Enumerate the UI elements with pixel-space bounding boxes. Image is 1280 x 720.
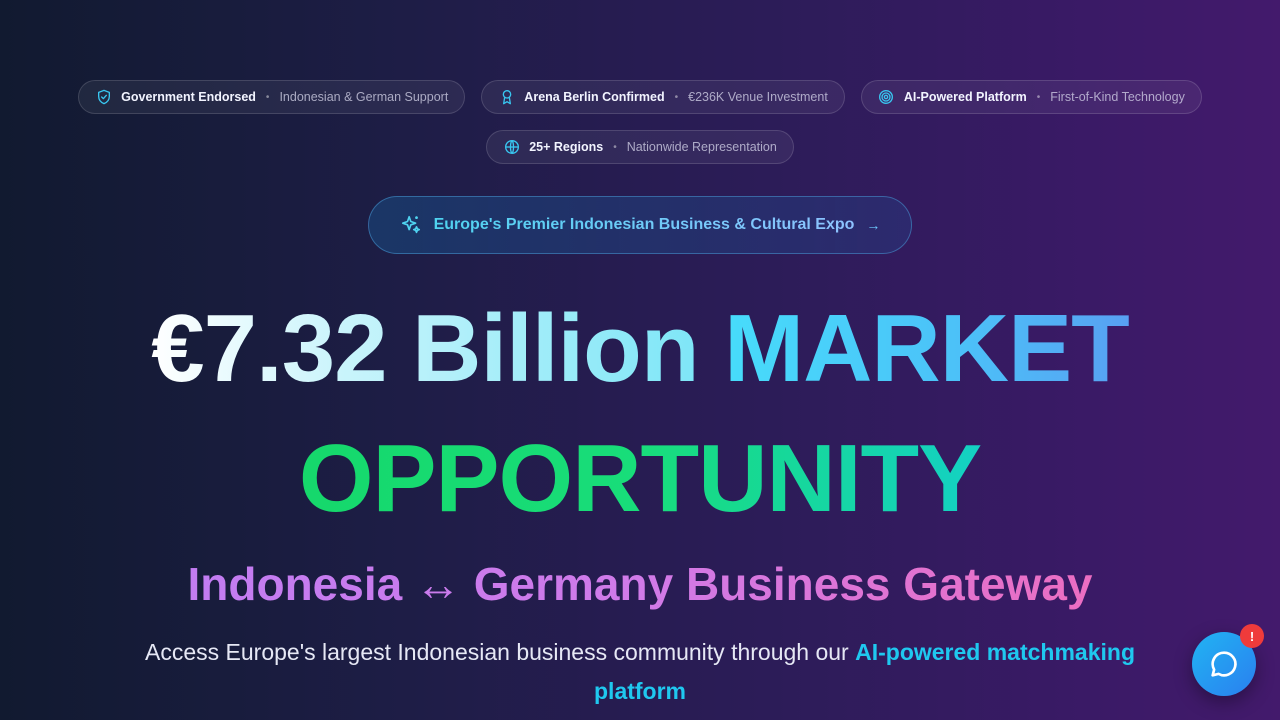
badge-ai-platform: AI-Powered Platform • First-of-Kind Tech… bbox=[860, 80, 1202, 114]
badge-title: Government Endorsed bbox=[121, 90, 256, 104]
trust-badges-row-2: 25+ Regions • Nationwide Representation bbox=[0, 130, 1280, 164]
badge-arena-berlin: Arena Berlin Confirmed • €236K Venue Inv… bbox=[481, 80, 845, 114]
badge-subtitle: Nationwide Representation bbox=[626, 140, 777, 154]
badge-subtitle: Indonesian & German Support bbox=[279, 90, 449, 104]
target-icon bbox=[878, 89, 895, 106]
badge-government-endorsed: Government Endorsed • Indonesian & Germa… bbox=[78, 80, 466, 114]
sparkles-icon bbox=[401, 215, 420, 234]
trust-badges-row-1: Government Endorsed • Indonesian & Germa… bbox=[0, 80, 1280, 114]
badge-title: 25+ Regions bbox=[529, 140, 604, 154]
badge-separator: • bbox=[674, 91, 679, 103]
badge-title: AI-Powered Platform bbox=[903, 90, 1027, 104]
hero-headline-line-2: OPPORTUNITY bbox=[0, 424, 1280, 534]
announcement-pill[interactable]: Europe's Premier Indonesian Business & C… bbox=[368, 196, 912, 254]
description-highlight: AI-powered matchmaking platform bbox=[594, 639, 1135, 704]
chat-notification-badge: ! bbox=[1240, 624, 1264, 648]
hero-subheadline: Indonesia ↔ Germany Business Gateway bbox=[0, 558, 1280, 610]
announcement-label: Europe's Premier Indonesian Business & C… bbox=[433, 216, 855, 233]
badge-separator: • bbox=[265, 91, 270, 103]
globe-icon bbox=[503, 139, 520, 156]
badge-subtitle: First-of-Kind Technology bbox=[1050, 90, 1185, 104]
subheadline-text: Indonesia ↔ Germany Business Gateway bbox=[187, 558, 1093, 610]
shield-check-icon bbox=[95, 89, 112, 106]
award-icon bbox=[498, 89, 515, 106]
hero-description: Access Europe's largest Indonesian busin… bbox=[110, 633, 1170, 711]
chat-bubble-icon bbox=[1211, 651, 1237, 677]
badge-separator: • bbox=[1036, 91, 1041, 103]
description-text: Access Europe's largest Indonesian busin… bbox=[145, 639, 856, 665]
headline-market: MARKET bbox=[724, 295, 1130, 402]
badge-title: Arena Berlin Confirmed bbox=[524, 90, 665, 104]
badge-subtitle: €236K Venue Investment bbox=[688, 90, 828, 104]
arrow-right-icon: → bbox=[866, 217, 881, 233]
badge-regions: 25+ Regions • Nationwide Representation bbox=[486, 130, 794, 164]
hero-headline-line-1: €7.32 Billion MARKET bbox=[0, 294, 1280, 404]
headline-opportunity: OPPORTUNITY bbox=[298, 425, 982, 532]
badge-separator: • bbox=[613, 141, 617, 153]
headline-amount: €7.32 Billion bbox=[151, 295, 699, 402]
